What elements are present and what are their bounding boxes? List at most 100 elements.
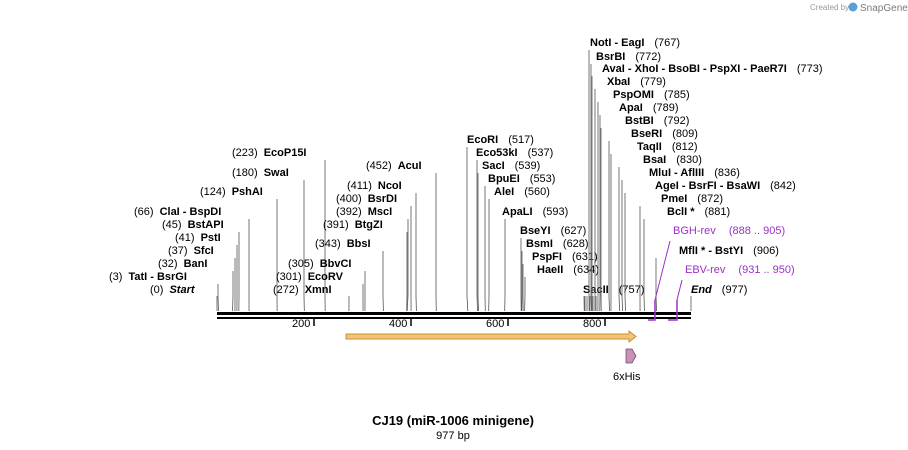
snapgene-branding[interactable]: Created by SnapGene (810, 2, 908, 15)
site-label[interactable]: (3) TatI - BsrGI (109, 271, 187, 283)
site-acui[interactable]: (452) AcuI (366, 160, 437, 312)
site-bpuei[interactable]: BpuEI (553) (484, 173, 555, 312)
primer-ebv-rev[interactable]: EBV-rev (931 .. 950) (668, 264, 795, 321)
site-label[interactable]: BpuEI (553) (488, 173, 555, 185)
site-label[interactable]: BclI * (881) (667, 206, 730, 218)
primer-bgh-rev[interactable]: BGH-rev (888 .. 905) (648, 225, 785, 321)
site-clai-bspdi[interactable]: (66) ClaI - BspDI (134, 206, 250, 312)
site-label[interactable]: HaeII (634) (537, 264, 599, 276)
site-label[interactable]: (411) NcoI (347, 180, 402, 192)
site-bsrdi[interactable]: (400) BsrDI (336, 193, 412, 312)
site-label[interactable]: (37) SfcI (168, 245, 214, 257)
site-haeii[interactable]: HaeII (634) (524, 264, 599, 312)
site-end[interactable]: End (977) (690, 284, 747, 311)
orf-feature[interactable] (345, 329, 637, 344)
site-label[interactable]: NotI - EagI (767) (590, 37, 680, 49)
site-label[interactable]: (124) PshAI (200, 186, 263, 198)
site-label[interactable]: BsmI (628) (526, 238, 589, 250)
site-agei-bsrfi-bsawi[interactable]: AgeI - BsrFI - BsaWI (842) (624, 180, 796, 312)
primer-ebv-rev-arrow[interactable] (668, 300, 678, 321)
site-label[interactable]: (272) XmnI (273, 284, 332, 296)
site-mlui-afliii[interactable]: MluI - AflIII (836) (621, 167, 740, 312)
site-label[interactable]: (180) SwaI (232, 167, 289, 179)
site-label[interactable]: (400) BsrDI (336, 193, 397, 205)
primer-ebv-rev-label[interactable]: EBV-rev (931 .. 950) (685, 264, 795, 276)
site-alei[interactable]: AleI (560) (488, 186, 550, 312)
site-taqii[interactable]: TaqII (812) (610, 141, 698, 312)
site-eco53ki[interactable]: Eco53kI (537) (476, 147, 553, 312)
site-bstbi[interactable]: BstBI (792) (600, 115, 689, 312)
6xhis-marker[interactable] (625, 348, 637, 364)
site-ecori[interactable]: EcoRI (517) (466, 134, 534, 312)
site-label[interactable]: (391) BtgZI (323, 219, 383, 231)
site-xmni[interactable]: (272) XmnI (273, 284, 350, 312)
site-bani[interactable]: (32) BanI (158, 258, 234, 312)
site-label[interactable]: (45) BstAPI (162, 219, 224, 231)
site-noti-eagi[interactable]: NotI - EagI (767) (588, 37, 680, 312)
site-pshai[interactable]: (124) PshAI (200, 186, 278, 312)
site-label[interactable]: (32) BanI (158, 258, 207, 270)
site-sfci[interactable]: (37) SfcI (168, 245, 236, 312)
site-label[interactable]: PspOMI (785) (613, 89, 690, 101)
site-label[interactable]: (0) Start (150, 284, 196, 296)
site-label[interactable]: TaqII (812) (637, 141, 698, 153)
site-label[interactable]: ApaI (789) (619, 102, 679, 114)
orf-arrow[interactable] (345, 329, 637, 344)
site-pspfi[interactable]: PspFI (631) (522, 251, 598, 312)
site-msci[interactable]: (392) MscI (336, 206, 409, 312)
site-label[interactable]: AleI (560) (494, 186, 550, 198)
site-label[interactable]: BstBI (792) (625, 115, 689, 127)
site-xbai[interactable]: XbaI (779) (594, 76, 666, 312)
site-ecop15i[interactable]: (223) EcoP15I (232, 147, 326, 312)
site-label[interactable]: XbaI (779) (607, 76, 666, 88)
site-label[interactable]: BsaI (830) (643, 154, 702, 166)
site-tati-bsrgi[interactable]: (3) TatI - BsrGI (109, 271, 219, 312)
site-avai-xhoi-bsobi-pspxi-paer7i[interactable]: AvaI - XhoI - BsoBI - PspXI - PaeR7I (773… (591, 63, 823, 312)
site-pspomi[interactable]: PspOMI (785) (597, 89, 690, 312)
site-bseyi[interactable]: BseYI (627) (520, 225, 586, 312)
site-label[interactable]: (392) MscI (336, 206, 392, 218)
site-bsai[interactable]: BsaI (830) (618, 154, 702, 312)
primer-bgh-rev-arrow[interactable] (648, 300, 656, 321)
site-label[interactable]: AvaI - XhoI - BsoBI - PspXI - PaeR7I (773… (602, 63, 823, 75)
site-label[interactable]: (66) ClaI - BspDI (134, 206, 221, 218)
site-swai[interactable]: (180) SwaI (232, 167, 305, 312)
site-pmei[interactable]: PmeI (872) (639, 193, 723, 312)
site-apai[interactable]: ApaI (789) (599, 102, 679, 312)
site-label[interactable]: PmeI (872) (661, 193, 723, 205)
site-apali[interactable]: ApaLI (593) (502, 206, 568, 312)
site-bbvci[interactable]: (305) BbvCI (288, 258, 366, 312)
site-psti[interactable]: (41) PstI (175, 232, 238, 312)
site-label[interactable]: ApaLI (593) (502, 206, 568, 218)
site-label[interactable]: SacI (539) (482, 160, 540, 172)
site-ncoi[interactable]: (411) NcoI (347, 180, 417, 312)
site-label[interactable]: (343) BbsI (315, 238, 371, 250)
site-label[interactable]: MluI - AflIII (836) (649, 167, 740, 179)
site-bsrbi[interactable]: BsrBI (772) (590, 51, 661, 312)
site-label[interactable]: (301) EcoRV (276, 271, 344, 283)
site-start[interactable]: (0) Start (150, 284, 218, 311)
site-label[interactable]: End (977) (691, 284, 747, 296)
site-label[interactable]: AgeI - BsrFI - BsaWI (842) (655, 180, 796, 192)
site-label[interactable]: (41) PstI (175, 232, 221, 244)
site-label[interactable]: (305) BbvCI (288, 258, 351, 270)
site-label[interactable]: BsrBI (772) (596, 51, 661, 63)
site-label[interactable]: PspFI (631) (532, 251, 598, 263)
site-label[interactable]: MflI * - BstYI (906) (679, 245, 779, 257)
site-label[interactable]: BseYI (627) (520, 225, 586, 237)
site-label[interactable]: (223) EcoP15I (232, 147, 307, 159)
site-bseri[interactable]: BseRI (809) (608, 128, 698, 312)
site-label[interactable]: (452) AcuI (366, 160, 422, 172)
site-saci[interactable]: SacI (539) (477, 160, 540, 312)
site-label[interactable]: BseRI (809) (631, 128, 698, 140)
site-label[interactable]: EcoRI (517) (467, 134, 534, 146)
site-bstapi[interactable]: (45) BstAPI (162, 219, 240, 312)
primer-bgh-rev-label[interactable]: BGH-rev (888 .. 905) (673, 225, 785, 237)
site-bbsi[interactable]: (343) BbsI (315, 238, 384, 312)
site-btgzi[interactable]: (391) BtgZI (323, 219, 408, 312)
site-bcli[interactable]: BclI * (881) (643, 206, 730, 312)
feature-6xhis[interactable]: 6xHis (613, 348, 641, 383)
site-label[interactable]: Eco53kI (537) (476, 147, 553, 159)
site-bsmi[interactable]: BsmI (628) (521, 238, 589, 312)
site-ecorv[interactable]: (301) EcoRV (276, 271, 364, 312)
